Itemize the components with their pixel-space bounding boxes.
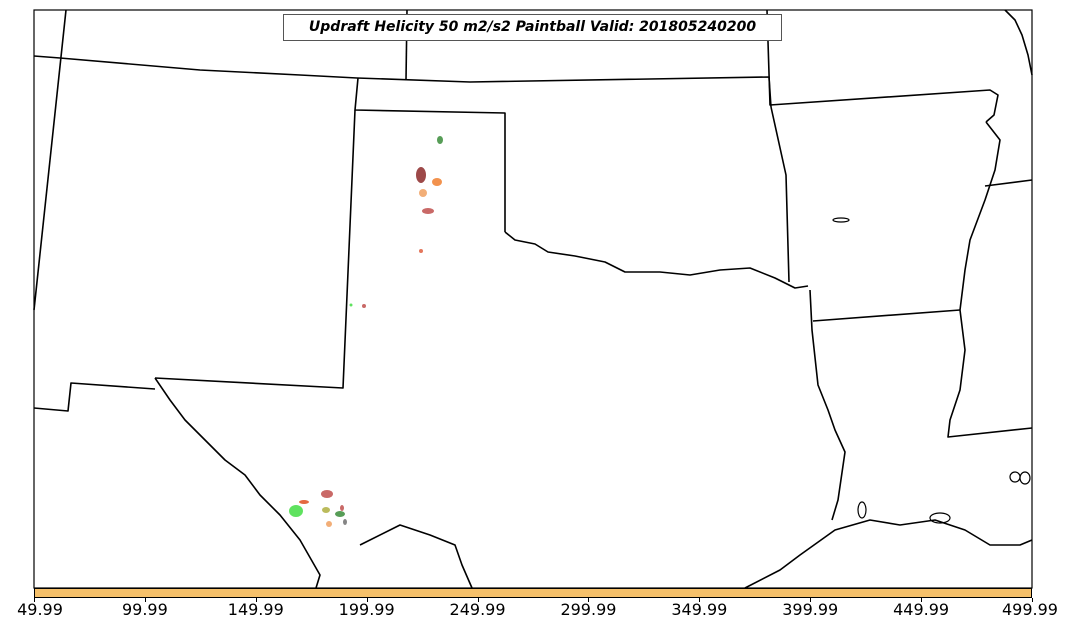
lakes <box>832 217 1031 524</box>
colorbar-tick <box>255 598 257 602</box>
border-ar-ms <box>947 121 1033 438</box>
colorbar-tick <box>1032 598 1033 602</box>
colorbar-tick <box>366 598 368 602</box>
border-gulf-texas <box>359 524 473 589</box>
colorbar-tick-label: 399.99 <box>782 600 839 619</box>
colorbar-tick <box>144 598 146 602</box>
state-borders <box>33 9 1033 589</box>
storm-cell <box>289 505 303 517</box>
border-mississippi-east <box>1004 9 1033 76</box>
storm-cell <box>437 136 443 144</box>
border-ms-al <box>984 179 1033 187</box>
border-nm-tx <box>154 109 356 389</box>
storm-cell <box>419 189 427 197</box>
colorbar-tick-label: 499.99 <box>1002 600 1058 619</box>
storm-cell <box>322 507 330 513</box>
storm-cell <box>432 178 442 186</box>
lake-3 <box>1019 471 1031 485</box>
colorbar-tick <box>477 598 479 602</box>
border-tx-la <box>809 289 846 521</box>
lake-1 <box>832 217 850 223</box>
map-frame <box>33 9 1033 589</box>
border-az-nm <box>33 382 156 412</box>
storm-cell <box>321 490 333 498</box>
border-nm-co <box>354 77 506 232</box>
border-north-1 <box>33 9 67 311</box>
storm-cell <box>335 511 345 517</box>
lake-4 <box>857 501 867 519</box>
colorbar <box>34 588 1032 598</box>
storm-cell <box>422 208 434 214</box>
lake-5 <box>929 512 951 524</box>
colorbar-tick <box>810 598 812 602</box>
storm-cell <box>362 304 366 308</box>
colorbar-tick <box>34 598 35 602</box>
storm-cell <box>343 519 347 525</box>
storm-cell <box>419 249 423 253</box>
storm-cell <box>349 303 353 307</box>
colorbar-tick-label: 99.99 <box>121 600 168 619</box>
colorbar-tick-label: 149.99 <box>227 600 284 619</box>
storm-cell <box>340 505 344 511</box>
colorbar-tick <box>588 598 590 602</box>
border-red-river <box>504 231 809 289</box>
border-gulf-coast <box>744 519 1033 589</box>
paintball-objects <box>289 136 443 527</box>
border-ar-la <box>812 309 961 322</box>
colorbar-tick-label: 299.99 <box>560 600 617 619</box>
storm-cell <box>299 500 309 504</box>
border-ok-ar <box>770 106 790 283</box>
colorbar-tick-label: 49.99 <box>17 600 63 619</box>
colorbar-tick-label: 199.99 <box>338 600 395 619</box>
storm-cell <box>416 167 426 183</box>
border-north-4 <box>766 9 999 123</box>
map-title: Updraft Helicity 50 m2/s2 Paintball Vali… <box>283 14 782 41</box>
colorbar-tick-label: 349.99 <box>671 600 728 619</box>
colorbar-tick <box>921 598 923 602</box>
border-rio-grande <box>154 377 321 589</box>
storm-cell <box>326 521 332 527</box>
colorbar-tick-label: 249.99 <box>449 600 506 619</box>
colorbar-tick-label: 449.99 <box>893 600 950 619</box>
colorbar-tick <box>699 598 701 602</box>
border-north-2 <box>33 55 772 108</box>
